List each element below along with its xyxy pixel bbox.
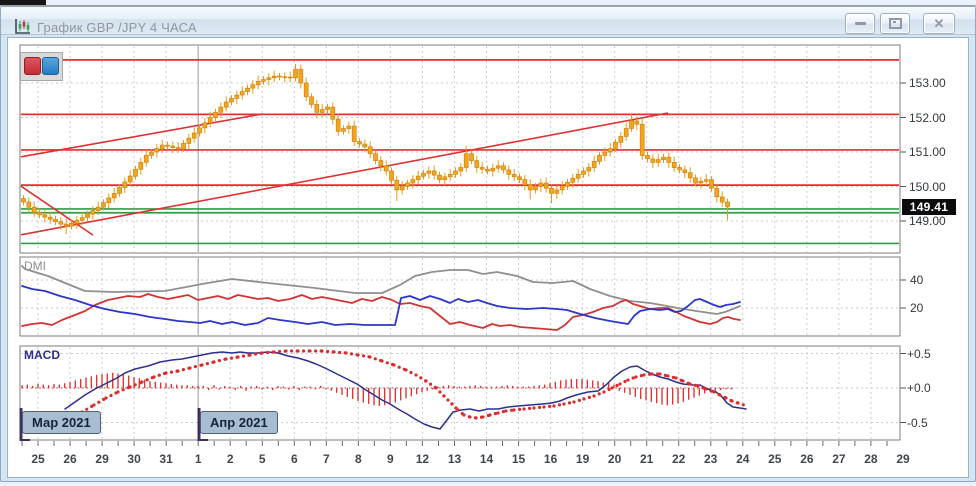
minimize-button[interactable] <box>845 13 875 34</box>
macd-axis-label: -0.5 <box>907 415 928 430</box>
background-window-fragment <box>0 0 46 6</box>
time-axis-label: 28 <box>864 452 878 466</box>
close-button[interactable]: ✕ <box>923 13 955 34</box>
macd-panel-label: MACD <box>24 348 60 362</box>
current-price-badge: 149.41 <box>902 199 956 215</box>
candlestick-chart-icon <box>15 19 30 34</box>
time-axis-label: 23 <box>704 452 718 466</box>
title-bar[interactable]: График GBP /JPY 4 ЧАСА <box>1 7 975 35</box>
time-axis-label: 2 <box>226 452 234 466</box>
time-axis-label: 14 <box>479 452 494 466</box>
maximize-button[interactable] <box>880 13 910 34</box>
horizontal-gridlines <box>21 82 906 423</box>
dmi-axis-label: 20 <box>910 301 924 315</box>
macd-axis-label: +0.0 <box>907 381 931 395</box>
time-axis-label: 7 <box>322 452 330 466</box>
time-axis-label: 15 <box>511 452 526 466</box>
dmi-blue-line <box>21 285 741 326</box>
price-axis-label: 152.00 <box>909 110 946 125</box>
month-label: Апр 2021 <box>200 411 278 434</box>
minimize-icon <box>854 22 866 25</box>
price-axis-label: 150.00 <box>909 179 946 194</box>
time-axis-label: 5 <box>258 452 266 466</box>
price-axis-label: 149.00 <box>909 214 946 228</box>
time-axis-label: 20 <box>607 452 622 466</box>
time-axis-ticks <box>21 441 888 446</box>
dmi-gray-line <box>21 265 741 315</box>
macd-signal-dots <box>80 349 745 420</box>
price-axis-label: 151.00 <box>909 145 946 159</box>
time-axis-label: 27 <box>832 452 846 466</box>
time-axis-label: 8 <box>355 452 362 466</box>
resistance-lines <box>21 59 899 186</box>
window-title: График GBP /JPY 4 ЧАСА <box>37 20 197 35</box>
panel-borders <box>19 44 901 441</box>
time-axis-label: 1 <box>194 452 202 466</box>
blue-marker-tool-button[interactable] <box>42 57 59 75</box>
vertical-gridlines <box>37 46 872 439</box>
time-axis-label: 9 <box>387 452 394 466</box>
candles-layer <box>21 64 730 235</box>
dmi-axis-label: 40 <box>910 273 924 287</box>
trendlines <box>20 112 669 236</box>
maximize-icon <box>888 18 902 29</box>
time-axis-label: 29 <box>95 452 109 466</box>
time-axis-label: 24 <box>736 452 750 466</box>
time-axis-label: 31 <box>159 452 173 466</box>
time-axis-label: 26 <box>63 452 77 466</box>
dmi-panel-label: DMI <box>24 259 46 273</box>
time-axis-label: 13 <box>447 452 462 466</box>
time-axis-label: 22 <box>672 452 686 466</box>
time-axis-label: 30 <box>127 452 141 466</box>
time-axis-label: 12 <box>415 452 430 466</box>
time-axis-label: 16 <box>543 452 558 466</box>
time-axis-label: 19 <box>575 452 590 466</box>
time-axis-label: 25 <box>768 452 782 466</box>
red-marker-tool-button[interactable] <box>24 57 41 75</box>
month-start-markers <box>19 408 208 441</box>
time-axis-label: 26 <box>800 452 814 466</box>
support-lines <box>21 208 899 245</box>
time-axis-label: 21 <box>640 452 654 466</box>
top-divider <box>0 5 976 6</box>
close-icon: ✕ <box>933 16 945 31</box>
macd-axis-label: +0.5 <box>907 346 931 361</box>
time-axis-label: 29 <box>896 452 910 466</box>
time-axis-label: 25 <box>31 452 45 466</box>
month-label: Мар 2021 <box>22 411 101 434</box>
dmi-red-line <box>21 293 741 331</box>
time-axis-label: 6 <box>290 452 298 466</box>
macd-histogram <box>21 372 736 406</box>
price-axis-label: 153.00 <box>909 76 946 90</box>
